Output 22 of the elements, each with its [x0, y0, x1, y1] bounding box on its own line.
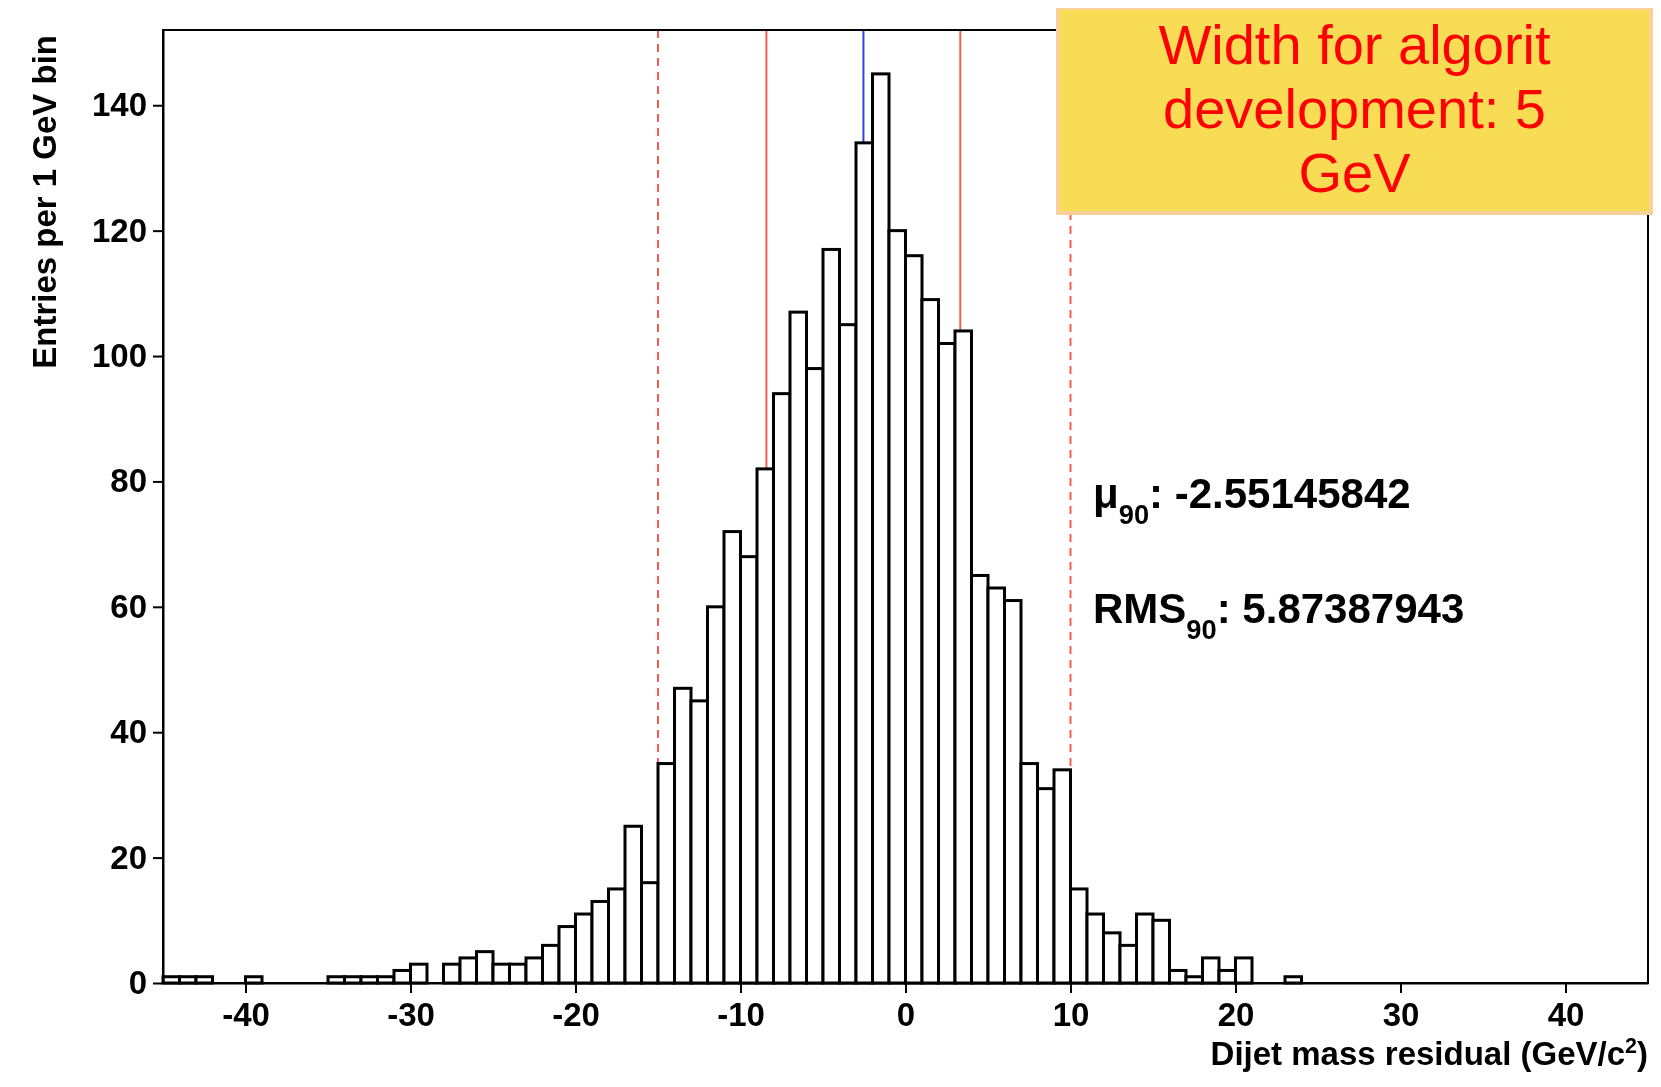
x-tick-label: 0 — [896, 996, 916, 1034]
x-tick-label: -20 — [552, 996, 600, 1034]
y-tick-label: 120 — [91, 211, 147, 249]
y-tick-label: 0 — [128, 964, 147, 1002]
y-axis-title: Entries per 1 GeV bin — [26, 35, 63, 369]
x-tick-label: -40 — [222, 996, 270, 1034]
x-tick-label: -30 — [387, 996, 435, 1034]
x-tick-label: -10 — [717, 996, 765, 1034]
annotation: μ$_{90}$: -2.55145842 — [1093, 470, 1411, 530]
y-tick-label: 20 — [110, 838, 147, 876]
y-tick-label: 100 — [91, 337, 147, 375]
annotation: RMS$_{90}$: 5.87387943 — [1093, 585, 1465, 645]
y-tick-label: 80 — [110, 462, 147, 500]
y-tick-label: 140 — [91, 86, 147, 124]
y-tick-label: 60 — [110, 587, 147, 625]
x-tick-label: 30 — [1382, 996, 1420, 1034]
annotation: Width for algorit development: 5 GeV — [1158, 13, 1552, 204]
x-tick-label: 40 — [1547, 996, 1585, 1034]
x-tick-label: 20 — [1217, 996, 1255, 1034]
x-tick-label: 10 — [1052, 996, 1090, 1034]
y-tick-label: 40 — [110, 713, 147, 751]
x-axis-title: Dijet mass residual (GeV/c$^{2}$) — [1210, 1034, 1648, 1072]
